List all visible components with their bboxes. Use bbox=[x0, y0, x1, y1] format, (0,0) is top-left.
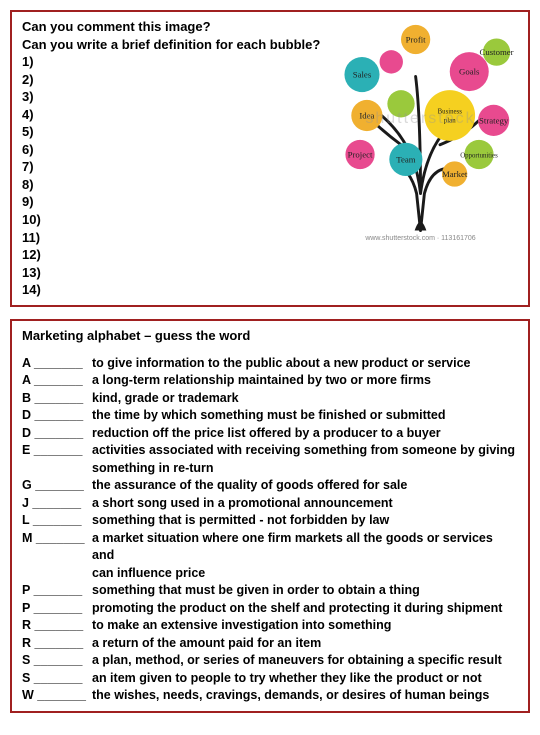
alphabet-letter: A _______ bbox=[22, 372, 92, 390]
definition-continuation: something in re-turn bbox=[92, 460, 518, 478]
number-item: 8) bbox=[22, 176, 323, 194]
alphabet-row: A _______to give information to the publ… bbox=[22, 355, 518, 373]
number-item: 7) bbox=[22, 158, 323, 176]
alphabet-letter: S _______ bbox=[22, 670, 92, 688]
alphabet-row: R _______a return of the amount paid for… bbox=[22, 635, 518, 653]
bottom-box: Marketing alphabet – guess the word A __… bbox=[10, 319, 530, 713]
alphabet-row: M _______a market situation where one fi… bbox=[22, 530, 518, 565]
alphabet-letter: W _______ bbox=[22, 687, 92, 705]
alphabet-row: S _______a plan, method, or series of ma… bbox=[22, 652, 518, 670]
alphabet-row: L _______something that is permitted - n… bbox=[22, 512, 518, 530]
alphabet-letter: P _______ bbox=[22, 582, 92, 600]
number-item: 3) bbox=[22, 88, 323, 106]
alphabet-row: P _______something that must be given in… bbox=[22, 582, 518, 600]
alphabet-letter: R _______ bbox=[22, 635, 92, 653]
number-item: 2) bbox=[22, 71, 323, 89]
number-item: 4) bbox=[22, 106, 323, 124]
alphabet-definition: a market situation where one firm market… bbox=[92, 530, 518, 565]
alphabet-definition: to give information to the public about … bbox=[92, 355, 518, 373]
alphabet-definition: a return of the amount paid for an item bbox=[92, 635, 518, 653]
top-box: Can you comment this image? Can you writ… bbox=[10, 10, 530, 307]
alphabet-letter: P _______ bbox=[22, 600, 92, 618]
svg-text:Customer: Customer bbox=[480, 47, 514, 57]
number-list: 1)2)3)4)5)6)7)8)9)10)11)12)13)14) bbox=[22, 53, 323, 299]
alphabet-row: W _______the wishes, needs, cravings, de… bbox=[22, 687, 518, 705]
alphabet-letter: J _______ bbox=[22, 495, 92, 513]
number-item: 11) bbox=[22, 229, 323, 247]
svg-text:Team: Team bbox=[396, 154, 416, 164]
number-item: 5) bbox=[22, 123, 323, 141]
alphabet-letter: B _______ bbox=[22, 390, 92, 408]
alphabet-definition: a plan, method, or series of maneuvers f… bbox=[92, 652, 518, 670]
alphabet-letter: G _______ bbox=[22, 477, 92, 495]
number-item: 6) bbox=[22, 141, 323, 159]
alphabet-definition: the assurance of the quality of goods of… bbox=[92, 477, 518, 495]
alphabet-definition: to make an extensive investigation into … bbox=[92, 617, 518, 635]
alphabet-definition: activities associated with receiving som… bbox=[92, 442, 518, 460]
alphabet-letter: R _______ bbox=[22, 617, 92, 635]
alphabet-letter: S _______ bbox=[22, 652, 92, 670]
business-tree-svg: ProfitSalesGoalsCustomerIdeaBusinessplan… bbox=[323, 18, 518, 233]
svg-text:Project: Project bbox=[348, 149, 373, 159]
number-item: 9) bbox=[22, 193, 323, 211]
alphabet-definition: reduction off the price list offered by … bbox=[92, 425, 518, 443]
alphabet-row: P _______promoting the product on the sh… bbox=[22, 600, 518, 618]
alphabet-definition: the wishes, needs, cravings, demands, or… bbox=[92, 687, 518, 705]
number-item: 13) bbox=[22, 264, 323, 282]
alphabet-row: E _______activities associated with rece… bbox=[22, 442, 518, 460]
number-item: 12) bbox=[22, 246, 323, 264]
alphabet-letter: D _______ bbox=[22, 407, 92, 425]
alphabet-definition: something that is permitted - not forbid… bbox=[92, 512, 518, 530]
alphabet-letter: L _______ bbox=[22, 512, 92, 530]
alphabet-list: A _______to give information to the publ… bbox=[22, 355, 518, 705]
image-credit: www.shutterstock.com · 113161706 bbox=[323, 235, 518, 242]
svg-text:Idea: Idea bbox=[359, 110, 374, 120]
prompt-text: Can you comment this image? Can you writ… bbox=[22, 18, 323, 299]
alphabet-definition: promoting the product on the shelf and p… bbox=[92, 600, 518, 618]
alphabet-row: D _______reduction off the price list of… bbox=[22, 425, 518, 443]
alphabet-definition: a long-term relationship maintained by t… bbox=[92, 372, 518, 390]
number-item: 1) bbox=[22, 53, 323, 71]
section-title: Marketing alphabet – guess the word bbox=[22, 327, 518, 345]
alphabet-definition: a short song used in a promotional annou… bbox=[92, 495, 518, 513]
alphabet-row: J _______a short song used in a promotio… bbox=[22, 495, 518, 513]
alphabet-definition: kind, grade or trademark bbox=[92, 390, 518, 408]
svg-text:Goals: Goals bbox=[459, 67, 480, 77]
alphabet-letter: D _______ bbox=[22, 425, 92, 443]
alphabet-row: S _______an item given to people to try … bbox=[22, 670, 518, 688]
alphabet-letter: A _______ bbox=[22, 355, 92, 373]
alphabet-definition: the time by which something must be fini… bbox=[92, 407, 518, 425]
alphabet-row: G _______the assurance of the quality of… bbox=[22, 477, 518, 495]
number-item: 14) bbox=[22, 281, 323, 299]
alphabet-row: D _______the time by which something mus… bbox=[22, 407, 518, 425]
alphabet-row: B _______kind, grade or trademark bbox=[22, 390, 518, 408]
alphabet-letter: M _______ bbox=[22, 530, 92, 565]
definition-continuation: can influence price bbox=[92, 565, 518, 583]
svg-text:Profit: Profit bbox=[406, 34, 427, 44]
number-item: 10) bbox=[22, 211, 323, 229]
question-1: Can you comment this image? bbox=[22, 18, 323, 36]
alphabet-letter: E _______ bbox=[22, 442, 92, 460]
svg-text:Sales: Sales bbox=[353, 69, 372, 79]
alphabet-row: R _______to make an extensive investigat… bbox=[22, 617, 518, 635]
question-2: Can you write a brief definition for eac… bbox=[22, 36, 323, 54]
alphabet-row: A _______a long-term relationship mainta… bbox=[22, 372, 518, 390]
alphabet-definition: something that must be given in order to… bbox=[92, 582, 518, 600]
svg-text:Strategy: Strategy bbox=[479, 115, 509, 125]
svg-text:Opportunities: Opportunities bbox=[460, 152, 498, 159]
tree-image: ProfitSalesGoalsCustomerIdeaBusinessplan… bbox=[323, 18, 518, 242]
alphabet-definition: an item given to people to try whether t… bbox=[92, 670, 518, 688]
svg-text:Market: Market bbox=[442, 169, 468, 179]
